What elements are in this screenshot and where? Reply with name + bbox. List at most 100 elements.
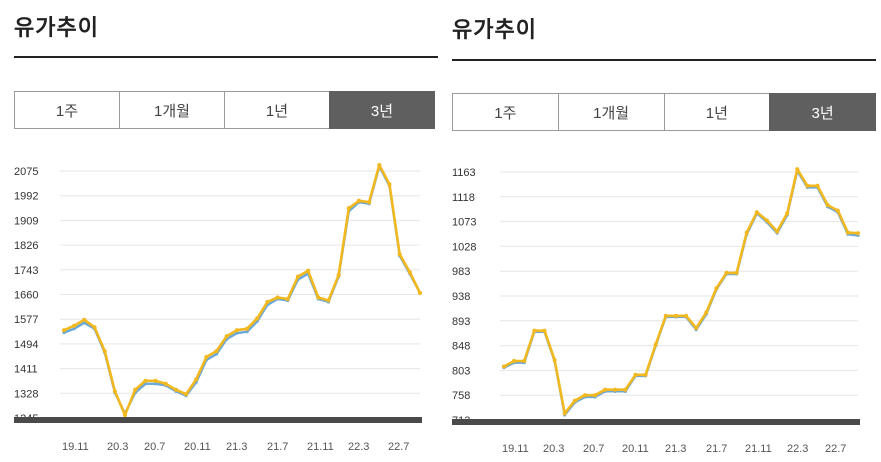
data-point (336, 273, 341, 278)
tab-1-month[interactable]: 1개월 (557, 93, 665, 131)
data-point (673, 313, 679, 318)
x-tick-label: 21.11 (745, 443, 772, 455)
tab-1-year[interactable]: 1년 (663, 93, 771, 131)
data-point (815, 183, 820, 188)
data-point (133, 387, 138, 392)
data-point (214, 348, 219, 354)
data-point (407, 270, 412, 275)
data-point (512, 358, 517, 364)
y-tick-label: 803 (452, 365, 470, 377)
x-tick-label: 20.3 (543, 443, 564, 455)
tab-1-week[interactable]: 1주 (452, 93, 559, 131)
data-point (417, 290, 423, 296)
data-point (855, 231, 861, 236)
data-point (356, 198, 362, 203)
panel-title: 유가추이 (14, 16, 99, 41)
x-tick-label: 20.3 (107, 441, 128, 453)
x-tick-label: 22.3 (787, 443, 808, 455)
y-tick-label: 1118 (452, 192, 475, 204)
data-point (92, 325, 97, 330)
y-tick-label: 1494 (14, 339, 38, 351)
data-point (542, 328, 547, 333)
fuel-price-panel-left: 유가추이 1주 1개월 1년 3년 2075 1992 1909 1826 1743 16… (0, 0, 440, 462)
title-divider (14, 56, 438, 58)
data-point (377, 162, 382, 168)
data-point (694, 325, 699, 331)
data-point (653, 342, 658, 347)
x-tick-label: 22.7 (388, 441, 409, 453)
data-point (532, 328, 537, 333)
y-tick-label: 983 (452, 266, 470, 278)
data-point (72, 323, 77, 328)
data-point (592, 393, 598, 398)
data-point (204, 354, 209, 360)
x-tick-label: 21.3 (665, 443, 686, 455)
data-point (764, 218, 770, 223)
y-tick-label: 1743 (14, 265, 38, 277)
data-point (582, 393, 588, 398)
data-point (774, 229, 780, 234)
x-tick-label: 22.3 (348, 441, 369, 453)
data-point (326, 298, 331, 303)
x-tick-label: 20.11 (622, 443, 649, 455)
y-tick-label: 1163 (452, 167, 476, 179)
data-point (306, 268, 311, 273)
x-tick-label: 21.7 (267, 441, 288, 453)
data-point (122, 412, 128, 418)
data-point (683, 313, 689, 318)
tab-1-week[interactable]: 1주 (14, 91, 120, 129)
data-point (734, 270, 739, 275)
data-point (825, 202, 830, 208)
data-point (112, 389, 117, 394)
data-point (367, 200, 372, 205)
data-point (835, 208, 840, 213)
x-tick-label: 19.11 (62, 441, 89, 453)
tab-1-month[interactable]: 1개월 (119, 91, 225, 129)
tab-1-year[interactable]: 1년 (224, 91, 330, 129)
data-point (255, 316, 260, 321)
data-point (285, 296, 290, 302)
data-point (275, 295, 280, 300)
y-tick-label: 1577 (14, 314, 38, 326)
data-point (235, 331, 239, 335)
data-point (552, 357, 557, 363)
tab-3-years[interactable]: 3년 (769, 93, 876, 131)
x-tick-label: 21.3 (226, 441, 247, 453)
y-tick-label: 1909 (14, 215, 38, 227)
data-point (234, 328, 240, 333)
data-point (183, 392, 189, 397)
y-tick-label: 1411 (14, 364, 38, 376)
data-point (295, 274, 301, 279)
data-point (61, 328, 67, 333)
data-point (613, 387, 618, 392)
y-tick-label: 758 (452, 390, 470, 402)
x-axis-baseline (14, 417, 422, 423)
y-tick-label: 938 (452, 291, 470, 303)
x-tick-label: 20.7 (144, 441, 165, 453)
period-tabs: 1주 1개월 1년 3년 (452, 93, 876, 131)
data-point (663, 313, 668, 318)
price-trend-chart: 2075 1992 1909 1826 1743 1660 1577 1494 1411 1328… (14, 162, 423, 453)
period-tabs: 1주 1개월 1년 3년 (14, 91, 435, 129)
y-tick-label: 893 (452, 316, 470, 328)
tab-3-years[interactable]: 3년 (329, 91, 435, 129)
data-point (194, 377, 199, 382)
data-point (754, 210, 759, 215)
x-tick-label: 19.11 (502, 443, 529, 455)
data-point (501, 364, 507, 369)
data-point (603, 387, 608, 392)
data-point (224, 334, 229, 339)
data-point (214, 352, 219, 356)
data-point (795, 167, 800, 172)
data-point (643, 372, 648, 377)
data-point (346, 206, 351, 211)
data-point (724, 270, 729, 275)
data-point (143, 378, 148, 383)
data-point (845, 230, 850, 235)
x-axis-baseline (452, 419, 860, 425)
data-point (744, 230, 749, 235)
data-point (163, 381, 168, 386)
data-point (714, 286, 719, 291)
y-tick-label: 1028 (452, 241, 476, 253)
panel-title: 유가추이 (452, 18, 537, 43)
